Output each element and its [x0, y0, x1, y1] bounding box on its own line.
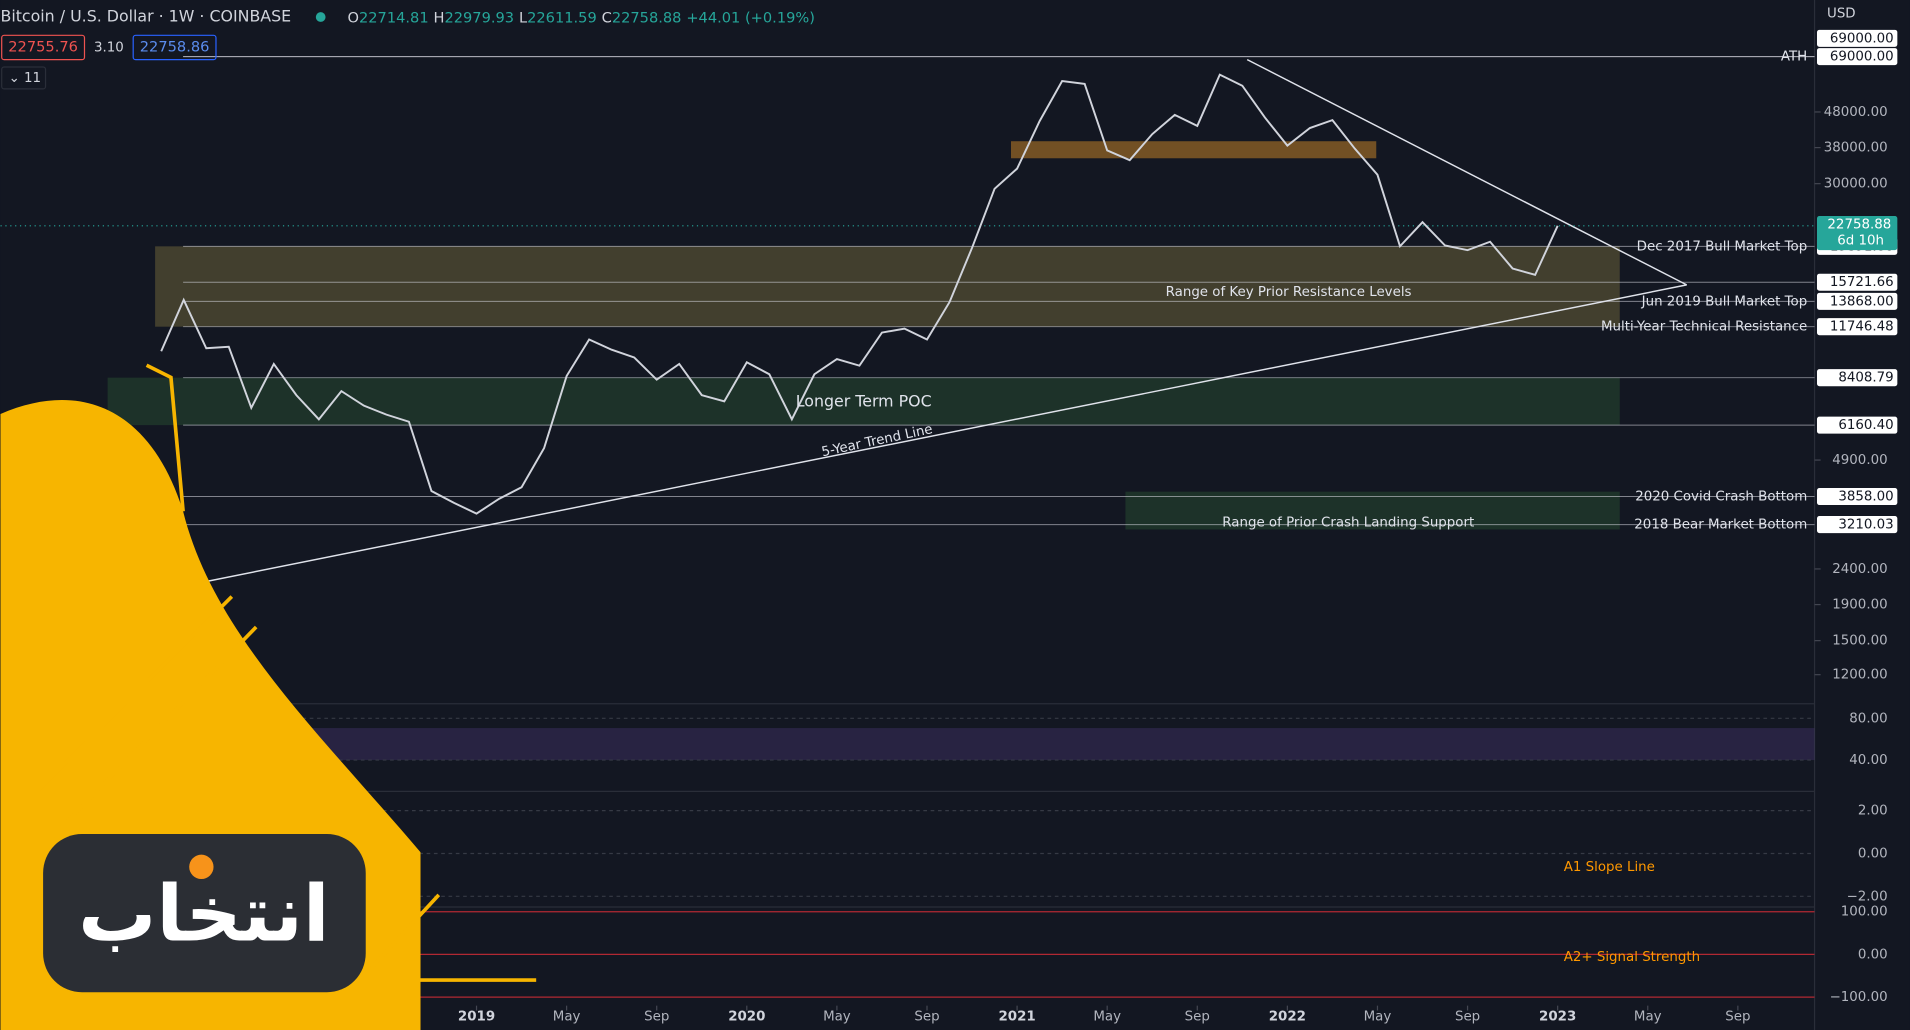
change: +44.01 (+0.19%): [686, 9, 815, 26]
y-tick-label: −100.00: [1830, 990, 1888, 1005]
annotation: Range of Key Prior Resistance Levels: [1166, 285, 1412, 300]
y-tick-label: 80.00: [1849, 711, 1887, 726]
indicator-count-value: 11: [24, 71, 41, 86]
x-tick-label: Sep: [1455, 1010, 1480, 1025]
pane-name: A1 Slope Line: [1564, 860, 1655, 875]
h-label: H: [433, 9, 444, 26]
level-label: 3858.00: [1838, 490, 1893, 505]
c-label: C: [602, 9, 612, 26]
status-dot: [315, 12, 326, 22]
logo: انتخاب: [0, 363, 537, 1030]
level-label: 15721.66: [1830, 275, 1894, 290]
level-box: [1816, 273, 1898, 291]
level-box: [1816, 369, 1898, 387]
level-label: 8408.79: [1838, 371, 1893, 386]
level-label: 11746.48: [1830, 320, 1894, 335]
bid: 22755.76: [8, 38, 78, 55]
x-tick-label: 2020: [728, 1010, 765, 1025]
x-tick-label: 2023: [1539, 1010, 1576, 1025]
rsi-band: [280, 728, 1815, 761]
ask: 22758.86: [140, 38, 210, 55]
indicator-count: ⌄ 11: [9, 71, 42, 86]
level-box: [1816, 516, 1898, 534]
zone: [1011, 141, 1377, 159]
y-tick-label: 30000.00: [1824, 177, 1888, 192]
currency[interactable]: USD: [1827, 6, 1856, 21]
level-label: 13868.00: [1830, 294, 1894, 309]
zone: [107, 377, 1620, 426]
indicator-toggle[interactable]: [1, 66, 47, 90]
y-tick-label: 1500.00: [1832, 634, 1887, 649]
level-box: [1816, 29, 1898, 47]
logo-text: انتخاب: [78, 870, 329, 960]
level-box: [1816, 48, 1898, 66]
level-box: [1816, 292, 1898, 310]
high: 22979.93: [444, 9, 514, 26]
level-box: [1816, 318, 1898, 336]
price-line: [160, 73, 1559, 515]
x-tick-label: May: [1093, 1010, 1121, 1025]
close: 22758.88: [612, 9, 682, 26]
annotation: Range of Prior Crash Landing Support: [1222, 515, 1474, 530]
zone: [155, 246, 1620, 327]
y-tick-label: 1900.00: [1832, 598, 1887, 613]
y-tick-label: 0.00: [1858, 947, 1888, 962]
x-tick-label: May: [1364, 1010, 1392, 1025]
zone: [1125, 491, 1620, 530]
x-tick-label: May: [823, 1010, 851, 1025]
x-tick-label: 2019: [458, 1010, 495, 1025]
pane-name: A2+ Signal Strength: [1564, 950, 1700, 965]
level-label: 6160.40: [1838, 418, 1893, 433]
logo-coin: [189, 854, 214, 880]
y-tick-label: 4900.00: [1832, 453, 1887, 468]
annotation: Longer Term POC: [796, 391, 932, 410]
y-tick-label: 0.00: [1858, 846, 1888, 861]
level-name: 2018 Bear Market Bottom: [1634, 518, 1807, 533]
level-label: 69000.00: [1830, 31, 1894, 46]
last-price: 22758.88: [1827, 218, 1891, 233]
level-label: 3210.03: [1838, 518, 1893, 533]
level-box: [1816, 416, 1898, 434]
last-price-box: [1816, 216, 1898, 251]
y-tick-label: 40.00: [1849, 753, 1887, 768]
x-tick-label: 2022: [1269, 1010, 1306, 1025]
spread: 3.10: [94, 40, 124, 55]
l-label: L: [519, 9, 528, 26]
level-name: Dec 2017 Bull Market Top: [1637, 239, 1808, 254]
x-tick-label: Sep: [914, 1010, 939, 1025]
x-tick-label: May: [1634, 1010, 1662, 1025]
x-tick-label: Sep: [1725, 1010, 1750, 1025]
x-tick-label: 2021: [998, 1010, 1035, 1025]
y-tick-label: 100.00: [1841, 905, 1888, 920]
level-name: 2020 Covid Crash Bottom: [1635, 490, 1807, 505]
y-tick-label: 38000.00: [1824, 141, 1888, 156]
y-tick-label: 48000.00: [1824, 105, 1888, 120]
level-box: [1816, 488, 1898, 506]
level-name: ATH: [1781, 50, 1807, 65]
down-trend-line: [1246, 59, 1688, 286]
ohlc: O22714.81 H22979.93 L22611.59 C22758.88 +44.…: [347, 9, 814, 26]
x-tick-label: May: [553, 1010, 581, 1025]
o-label: O: [347, 9, 358, 26]
y-tick-label: −2.00: [1847, 889, 1888, 904]
ask-box[interactable]: [132, 34, 217, 61]
level-label: 69000.00: [1830, 50, 1894, 65]
logo-circuit: [23, 363, 537, 982]
bid-box[interactable]: [1, 34, 86, 61]
logo-badge: [43, 833, 366, 993]
level-name: Multi-Year Technical Resistance: [1601, 320, 1807, 335]
y-tick-label: 1200.00: [1832, 668, 1887, 683]
x-tick-label: Sep: [644, 1010, 669, 1025]
low: 22611.59: [527, 9, 597, 26]
countdown: 6d 10h: [1837, 233, 1884, 248]
symbol: Bitcoin / U.S. Dollar · 1W · COINBASE: [0, 7, 291, 26]
open: 22714.81: [359, 9, 429, 26]
level-name: Jun 2019 Bull Market Top: [1641, 294, 1808, 309]
x-tick-label: Sep: [1185, 1010, 1210, 1025]
y-tick-label: 2400.00: [1832, 562, 1887, 577]
y-tick-label: 2.00: [1858, 804, 1888, 819]
trend-line: [185, 284, 1687, 587]
